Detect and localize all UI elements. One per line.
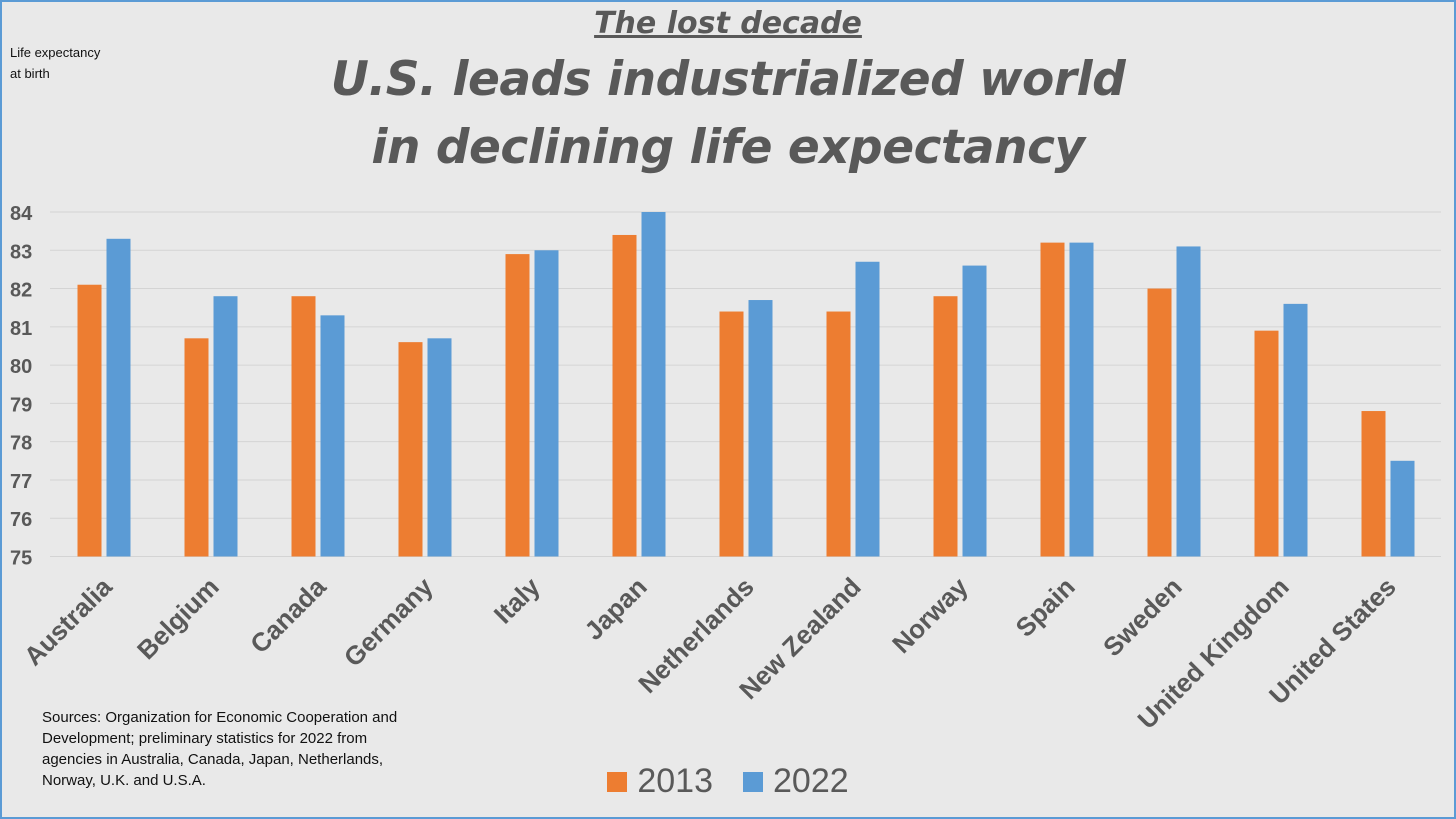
bar-2022-norway: [962, 265, 987, 557]
bar-2013-united-kingdom: [1254, 330, 1279, 557]
y-tick-label: 80: [10, 356, 32, 378]
y-tick-label: 79: [10, 394, 32, 416]
bar-2022-canada: [320, 315, 345, 557]
y-axis-label: Life expectancy at birth: [10, 45, 101, 81]
x-tick-label: Germany: [338, 571, 439, 672]
bar-2013-belgium: [184, 338, 209, 557]
legend-label-2022: 2022: [773, 762, 849, 800]
bar-2013-canada: [291, 296, 316, 557]
x-tick-label: Spain: [1009, 572, 1080, 643]
bar-2022-new-zealand: [855, 261, 880, 557]
x-tick-label: Norway: [886, 571, 974, 659]
bar-2022-belgium: [213, 296, 238, 557]
y-tick-label: 82: [10, 280, 32, 302]
legend-item-2013: 2013: [607, 762, 713, 801]
chart-kicker: The lost decade: [0, 6, 1456, 41]
y-tick-label: 75: [10, 548, 32, 570]
x-tick-label: Japan: [578, 572, 652, 646]
y-tick-label: 81: [10, 318, 32, 340]
bar-2013-germany: [398, 342, 423, 557]
y-tick-label: 77: [10, 471, 32, 493]
legend: 2013 2022: [0, 762, 1456, 801]
y-tick-label: 84: [10, 203, 33, 225]
bar-2022-australia: [106, 238, 131, 557]
x-tick-label: Italy: [488, 571, 546, 629]
x-tick-label: Canada: [244, 571, 332, 659]
bar-2022-spain: [1069, 242, 1094, 557]
y-tick-label: 83: [10, 241, 32, 263]
bar-2013-united-states: [1361, 411, 1386, 557]
bar-2013-japan: [612, 234, 637, 557]
legend-item-2022: 2022: [743, 762, 849, 801]
legend-label-2013: 2013: [637, 762, 713, 800]
y-tick-label: 76: [10, 509, 32, 531]
chart-title-line-1: U.S. leads industrialized world: [330, 52, 1126, 107]
bar-2013-italy: [505, 254, 530, 557]
bar-2022-sweden: [1176, 246, 1201, 557]
bar-2013-sweden: [1147, 288, 1172, 557]
bar-2022-united-states: [1390, 460, 1415, 557]
bar-2022-united-kingdom: [1283, 303, 1308, 557]
kicker-text: The lost decade: [594, 6, 862, 41]
x-tick-label: Sweden: [1097, 572, 1188, 663]
legend-swatch-2013: [607, 771, 628, 792]
bar-2022-italy: [534, 250, 559, 557]
bar-2013-australia: [77, 284, 102, 557]
bar-2022-japan: [641, 212, 666, 557]
legend-swatch-2022: [743, 771, 763, 792]
chart-title-line-2: in declining life expectancy: [371, 120, 1085, 175]
x-tick-label: Australia: [18, 571, 118, 671]
sources-note: Sources: Organization for Economic Coope…: [42, 709, 398, 789]
bar-2013-norway: [933, 296, 958, 557]
bar-2022-netherlands: [748, 300, 773, 557]
bar-2022-germany: [427, 338, 452, 557]
x-tick-label: Belgium: [131, 572, 225, 666]
bar-2013-netherlands: [719, 311, 744, 557]
bar-2013-spain: [1040, 242, 1065, 557]
bar-2013-new-zealand: [826, 311, 851, 557]
y-tick-label: 78: [10, 433, 32, 455]
